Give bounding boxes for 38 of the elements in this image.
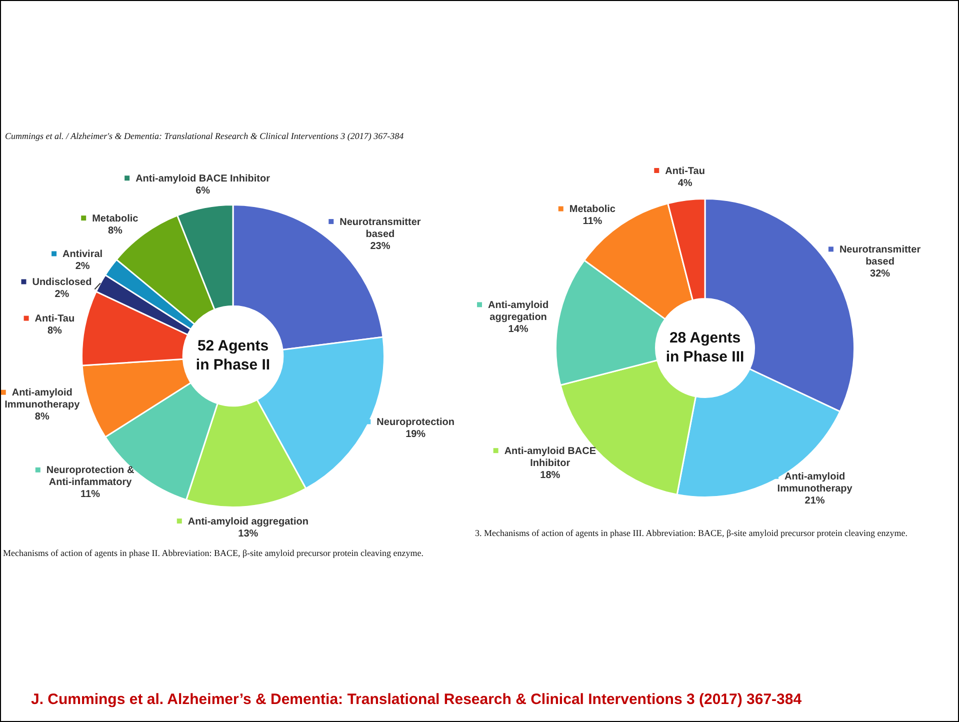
data-label: 18% (540, 470, 560, 481)
legend-label: Anti-amyloid BACE Inhibitor (136, 173, 270, 184)
text: 52 Agents in Phase II (196, 338, 270, 374)
legend-label: Neurotransmitter based (340, 216, 421, 240)
text: Cummings et al. / Alzheimer's & Dementia: Translational Research & Clinical Interventions 3 (2017) 367-384 (5, 131, 404, 141)
legend-label: Anti-amyloid BACE Inhibitor (504, 446, 596, 469)
legend-label: Anti-Tau (34, 314, 75, 325)
legend-label: Neuroprotection & Anti-infammatory (46, 465, 134, 488)
data-label: 6% (196, 185, 210, 196)
data-label: 13% (238, 528, 258, 540)
legend-label: Metabolic (569, 204, 616, 216)
text: 3. Mechanisms of action of agents in phase III. Abbreviation: BACE, β-site amyloid precursor protein cleaving enzyme. (475, 528, 908, 538)
data-label: 14% (508, 324, 528, 335)
legend-label: Neurotransmitter based (839, 244, 921, 268)
data-label: 32% (870, 268, 890, 280)
legend-label: Antiviral (62, 248, 103, 260)
legend-label: Metabolic (92, 213, 139, 224)
data-label: 23% (370, 240, 390, 252)
legend-label: Anti-amyloid aggregation (488, 300, 549, 323)
data-label: 4% (678, 178, 692, 189)
legend-label: Neuroprotection (376, 416, 454, 428)
data-label: 8% (34, 412, 50, 423)
data-label: 19% (406, 428, 426, 440)
legend-label: Anti-Tau (665, 166, 705, 177)
legend-label: Undisclosed (32, 276, 92, 288)
text: J. Cummings et al. Alzheimer’s & Dementia: Translational Research & Clinical Interventions 3 (2017) 367-384 (31, 691, 802, 708)
data-label: 11% (582, 216, 602, 228)
legend-label: Anti-amyloid Immunotherapy (4, 388, 80, 411)
data-label: 2% (54, 288, 70, 300)
text: Mechanisms of action of agents in phase II. Abbreviation: BACE, β-site amyloid precursor protein cleaving enzyme. (3, 548, 424, 558)
data-label: 21% (804, 496, 825, 507)
text: 28 Agents in Phase III (666, 330, 744, 366)
legend-label: Anti-amyloid Immunotherapy (777, 472, 853, 495)
data-label: 11% (80, 489, 100, 500)
data-label: 8% (108, 225, 122, 236)
legend-label: Anti-amyloid aggregation (188, 516, 308, 528)
data-label: 2% (75, 260, 90, 272)
data-label: 8% (47, 326, 62, 337)
